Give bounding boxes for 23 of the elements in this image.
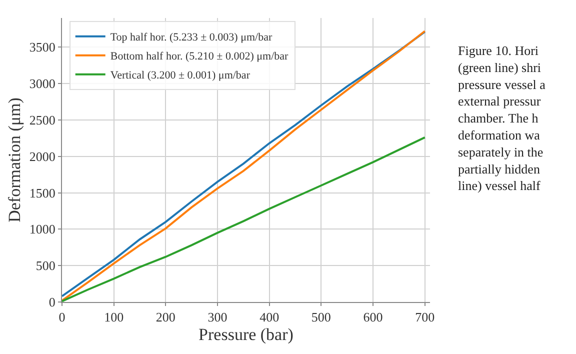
y-tick-label: 3500 bbox=[29, 40, 56, 55]
text: Figure 10. Hori (green line) shri pressure vessel a external pressur chamber. The h deformation wa separately in the partially hidden line) vessel half bbox=[458, 43, 546, 194]
x-tick-label: 700 bbox=[415, 310, 435, 325]
x-tick-label: 500 bbox=[311, 310, 331, 325]
legend-label: Vertical (3.200 ± 0.001) μm/bar bbox=[110, 70, 250, 82]
x-tick-label: 0 bbox=[58, 310, 66, 325]
x-tick-label: 600 bbox=[363, 310, 383, 325]
y-axis-title: Deformation (μm) bbox=[4, 98, 24, 222]
y-tick-label: 0 bbox=[48, 294, 56, 310]
legend-label: Top half hor. (5.233 ± 0.003) μm/bar bbox=[110, 32, 272, 44]
x-tick-label: 200 bbox=[156, 310, 176, 325]
y-tick-label: 1000 bbox=[29, 222, 56, 237]
y-tick-label: 1500 bbox=[29, 185, 56, 200]
y-tick-label: 500 bbox=[36, 258, 56, 274]
line-series bbox=[62, 136, 426, 302]
y-tick-label: 2500 bbox=[29, 112, 56, 128]
x-tick-label: 400 bbox=[260, 310, 280, 325]
y-tick-label: 3000 bbox=[29, 76, 56, 92]
x-tick-label: 300 bbox=[208, 310, 228, 325]
x-tick-label: 100 bbox=[104, 310, 124, 325]
legend-label: Bottom half hor. (5.210 ± 0.002) μm/bar bbox=[110, 50, 289, 63]
x-axis-title: Pressure (bar) bbox=[198, 325, 294, 344]
y-tick-label: 2000 bbox=[29, 148, 56, 164]
